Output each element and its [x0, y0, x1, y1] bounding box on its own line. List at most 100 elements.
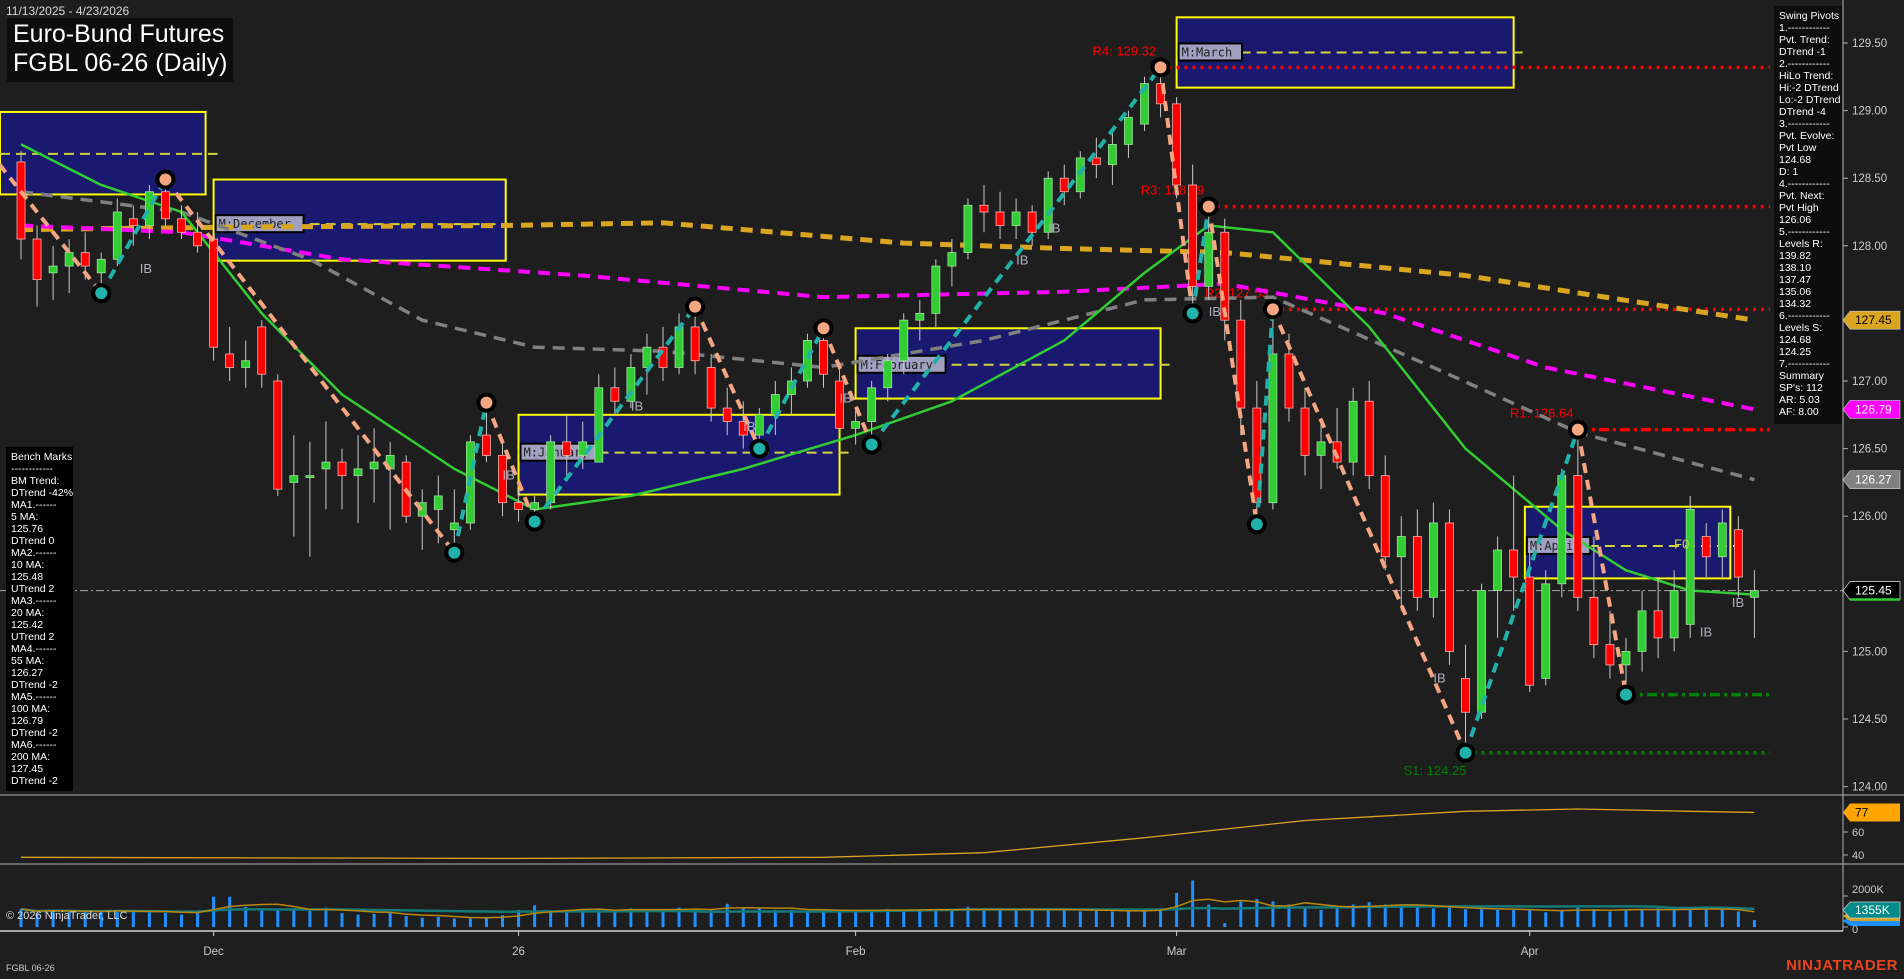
candle: [48, 245, 58, 300]
panel-line: ------------: [11, 463, 53, 475]
swing-high-marker: [1567, 419, 1588, 440]
candle: [498, 441, 507, 517]
candle-body: [1557, 475, 1567, 585]
annotation-label: IB: [1732, 595, 1744, 610]
candle: [835, 367, 844, 436]
panel-line: Lo:-2 DTrend: [1779, 94, 1841, 106]
candle: [1701, 522, 1711, 578]
candle-body: [1140, 83, 1149, 125]
oscillator-value-label: 77: [1855, 805, 1869, 819]
candle-body: [1380, 475, 1390, 558]
price-tick-label: 129.00: [1852, 106, 1887, 118]
panel-line: 7.------------: [1779, 358, 1830, 370]
swing-leg-down: [821, 327, 874, 446]
swing-leg-down: [1158, 67, 1195, 314]
monthly-box-label: M:April: [1530, 539, 1581, 553]
candle-body: [610, 387, 620, 402]
volume-tick-label: 2000K: [1852, 884, 1884, 896]
candle-body: [1268, 353, 1278, 504]
candle: [1429, 502, 1438, 618]
candle-body: [1493, 549, 1502, 591]
swing-low-marker: [749, 438, 770, 459]
price-tick-label: 128.50: [1852, 173, 1887, 185]
panel-line: MA1.------: [11, 499, 57, 511]
candle-body: [851, 421, 860, 429]
panel-line: 2.------------: [1779, 58, 1830, 70]
candle-body: [48, 265, 58, 274]
chart-title: Euro-Bund Futures FGBL 06-26 (Daily): [7, 18, 234, 82]
footer-symbol: FGBL 06-26: [6, 963, 55, 973]
panel-line: 100 MA:: [11, 703, 51, 715]
candle-body: [161, 191, 170, 220]
candle: [385, 441, 395, 530]
panel-line: 1.------------: [1779, 22, 1830, 34]
candle-body: [1204, 231, 1214, 287]
panel-line: DTrend -2: [11, 727, 58, 739]
candle: [273, 374, 283, 496]
candle-body: [1316, 441, 1326, 456]
panel-line: DTrend 0: [11, 535, 55, 547]
candle: [16, 151, 26, 260]
candle: [738, 401, 748, 449]
candle-body: [835, 380, 844, 429]
price-tick-label: 126.50: [1852, 444, 1887, 456]
candle-body: [1653, 610, 1663, 639]
oscillator-line: [20, 808, 1755, 860]
panel-line: 125.48: [11, 571, 44, 583]
time-tick-label: Dec: [203, 946, 224, 958]
candle: [803, 333, 812, 388]
swing-high-marker: [813, 318, 834, 339]
panel-line: 139.82: [1779, 250, 1812, 262]
panel-line: Pvt. Next:: [1779, 190, 1825, 202]
candle-body: [1589, 596, 1599, 646]
oscillator-tick-label: 60: [1852, 827, 1864, 839]
candle: [417, 489, 427, 550]
swing-zigzag: [0, 57, 1636, 763]
candle-body: [193, 231, 202, 247]
panel-line: 124.68: [1779, 334, 1812, 346]
candle-body: [899, 319, 909, 362]
candle-body: [738, 421, 748, 436]
panel-line: MA2.------: [11, 547, 57, 559]
candle-body: [706, 367, 716, 409]
swing-leg-up: [870, 66, 1163, 446]
candle: [1124, 110, 1133, 158]
candle-body: [1091, 157, 1101, 166]
candle-body: [867, 387, 877, 422]
price-tag-label: 126.79: [1855, 402, 1892, 416]
panel-line: AF: 8.00: [1779, 406, 1819, 418]
candle: [851, 408, 860, 445]
candle: [1685, 495, 1695, 638]
level-label: S1: 124.25: [1404, 763, 1467, 778]
swing-leg-down: [1206, 206, 1259, 525]
candle: [225, 326, 235, 381]
swing-low-marker: [91, 283, 112, 304]
price-tick-label: 126.00: [1852, 511, 1887, 523]
level-label: R1: 126.64: [1510, 406, 1574, 421]
candle-body: [273, 380, 283, 490]
panel-line: SP's: 112: [1779, 382, 1823, 394]
panel-line: 5.------------: [1779, 226, 1830, 238]
candle: [369, 428, 379, 503]
swing-low-marker: [444, 542, 465, 563]
candle-body: [803, 340, 812, 382]
candle: [128, 205, 138, 246]
candle: [1268, 309, 1278, 510]
volume-tick-label: 0: [1852, 924, 1858, 936]
panel-line: 124.68: [1779, 154, 1812, 166]
panel-line: UTrend 2: [11, 631, 55, 643]
candle-body: [433, 495, 443, 510]
candle-body: [144, 191, 154, 226]
candle-body: [1188, 184, 1198, 287]
volume-panel: 1355K 2000K 0: [19, 880, 1901, 936]
price-tag-label: 127.45: [1855, 313, 1892, 327]
copyright: © 2026 NinjaTrader, LLC: [6, 910, 128, 922]
candle: [787, 367, 796, 415]
candle-body: [32, 238, 42, 280]
swing-leg-up: [1463, 429, 1580, 754]
candle: [1220, 218, 1230, 341]
panel-line: Swing Pivots: [1779, 10, 1840, 22]
candle-body: [1477, 590, 1486, 713]
candle-body: [1124, 116, 1133, 145]
